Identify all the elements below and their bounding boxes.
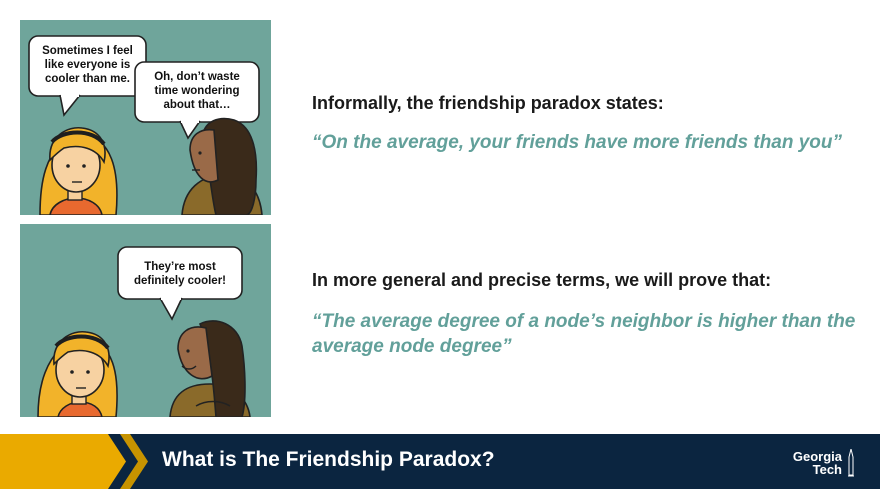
- bubble-line: time wondering: [154, 85, 240, 97]
- speech-bubble-bottom: They’re most definitely cooler!: [119, 260, 241, 288]
- footer-bar: What is The Friendship Paradox? Georgia …: [0, 434, 880, 489]
- comic-illustration-top: [28, 35, 263, 215]
- bubble-line: cooler than me.: [45, 73, 130, 85]
- chevron-arrows-icon: [90, 434, 148, 489]
- bubble-line: definitely cooler!: [133, 275, 227, 287]
- heading-precise: In more general and precise terms, we wi…: [312, 270, 772, 290]
- georgia-tech-logo: Georgia Tech: [770, 447, 870, 479]
- comic-illustration-bottom: [37, 246, 251, 417]
- bubble-line: about that…: [163, 99, 231, 111]
- bubble-line: They’re most: [144, 261, 216, 273]
- slide-title: What is The Friendship Paradox?: [162, 448, 495, 471]
- logo-line-2: Tech: [812, 462, 842, 477]
- quote-informal: “On the average, your friends have more …: [312, 132, 843, 153]
- logo-line-1: Georgia: [792, 449, 842, 464]
- quote-precise: “The average degree of a node’s neighbor…: [312, 311, 856, 357]
- bubble-line: Sometimes I feel: [42, 45, 133, 57]
- tower-icon: [848, 449, 854, 477]
- footer-gold-block: [0, 434, 100, 489]
- speech-bubble-right: Oh, don’t waste time wondering about tha…: [136, 70, 258, 112]
- bubble-line: Oh, don’t waste: [154, 71, 240, 83]
- bubble-line: like everyone is: [44, 59, 131, 71]
- heading-informal: Informally, the friendship paradox state…: [312, 93, 664, 113]
- comic-panel-top: Sometimes I feel like everyone is cooler…: [20, 20, 271, 215]
- comic-panel-bottom: They’re most definitely cooler!: [20, 224, 271, 417]
- speech-bubble-left: Sometimes I feel like everyone is cooler…: [30, 44, 145, 86]
